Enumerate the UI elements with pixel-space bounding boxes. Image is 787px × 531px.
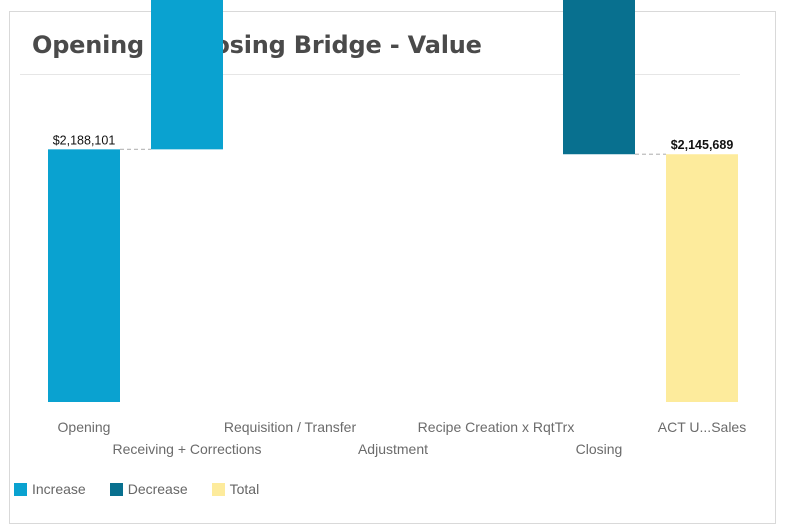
legend-swatch-increase [14, 482, 27, 496]
bar-6[interactable] [563, 0, 635, 155]
bar-2[interactable] [151, 0, 223, 150]
title-divider [20, 74, 740, 75]
category-label-3: Requisition / Transfer [224, 419, 357, 435]
legend-item-increase[interactable]: Increase [14, 481, 86, 497]
data-label-7: $2,145,689 [671, 138, 734, 152]
legend-swatch-total [211, 482, 225, 496]
bar-7[interactable] [666, 154, 738, 402]
category-label-1: Opening [58, 419, 111, 435]
category-label-2: Receiving + Corrections [112, 441, 261, 457]
category-label-4: Adjustment [358, 441, 428, 457]
legend-swatch-decrease [109, 482, 123, 496]
bar-1[interactable] [48, 149, 120, 402]
chart-title: Opening to Closing Bridge - Value [32, 31, 482, 59]
chart-legend: Increase Decrease Total [14, 481, 283, 497]
legend-label-increase: Increase [32, 481, 86, 497]
data-label-1: $2,188,101 [53, 133, 116, 147]
legend-label-total: Total [229, 481, 260, 497]
legend-item-decrease[interactable]: Decrease [109, 481, 188, 497]
category-label-5: Recipe Creation x RqtTrx [418, 419, 575, 435]
legend-label-decrease: Decrease [127, 481, 188, 497]
legend-item-total[interactable]: Total [211, 481, 260, 497]
category-label-7: ACT U...Sales [658, 419, 746, 435]
chart-card: Opening to Closing Bridge - Value [9, 11, 776, 524]
category-label-6: Closing [576, 441, 623, 457]
